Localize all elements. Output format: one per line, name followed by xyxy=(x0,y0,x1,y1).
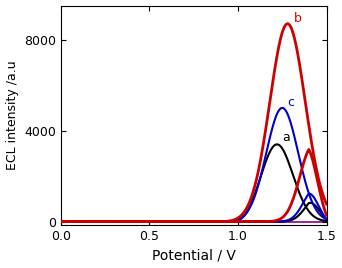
Text: a: a xyxy=(282,131,290,144)
X-axis label: Potential / V: Potential / V xyxy=(152,248,236,262)
Text: c: c xyxy=(288,96,294,109)
Text: b: b xyxy=(294,12,302,25)
Y-axis label: ECL intensity /a.u: ECL intensity /a.u xyxy=(5,61,18,170)
